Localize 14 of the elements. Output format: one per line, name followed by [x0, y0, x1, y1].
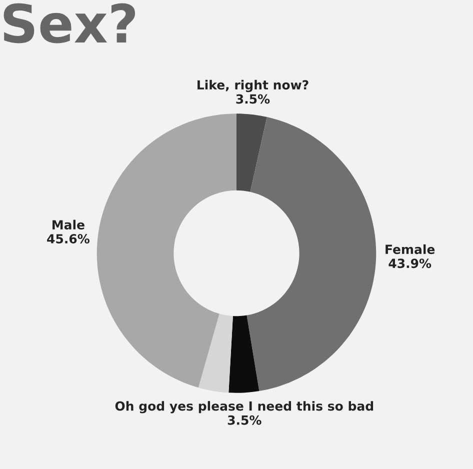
slice-label: Female [386, 244, 435, 254]
data-label: 43.9% [388, 258, 432, 268]
donut-slice [228, 315, 260, 393]
donut-slice [246, 116, 376, 392]
donut-slice [236, 114, 267, 192]
donut-slice [198, 314, 233, 393]
data-label: 3.5% [228, 415, 262, 425]
slice-label: Like, right now? [198, 80, 308, 92]
donut-slice [96, 114, 236, 388]
slice-label: Oh god yes please I need this so bad [115, 401, 374, 414]
slice-label: Male [52, 220, 84, 230]
data-label: 3.5% [236, 94, 270, 104]
data-label: 45.6% [47, 234, 90, 244]
chart-title: Sex? [4, 3, 136, 44]
